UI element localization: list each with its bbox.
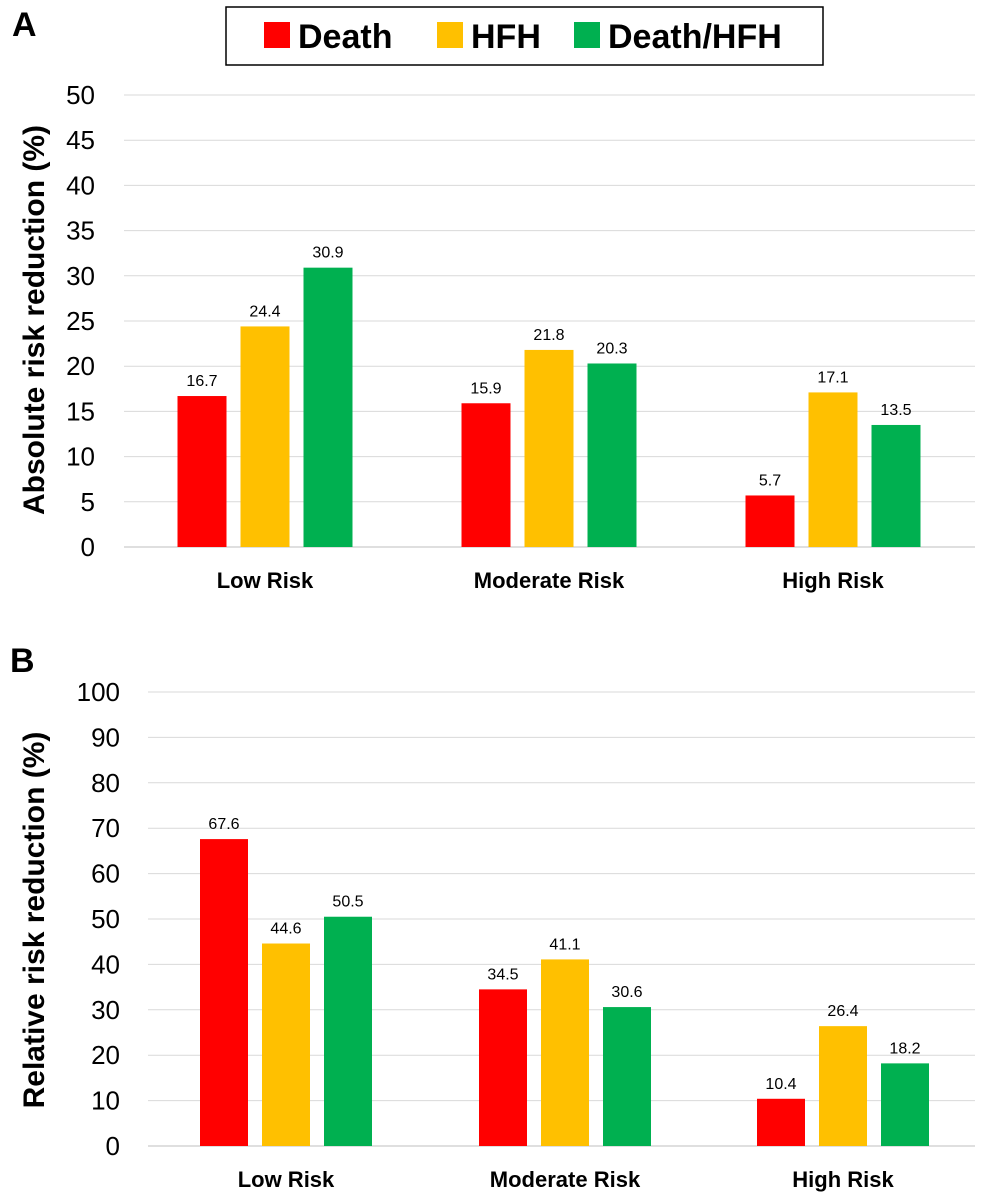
x-tick-label-b-high-risk: High Risk: [792, 1167, 894, 1192]
bar-b-high-risk-death-hfh: [881, 1063, 929, 1146]
y-tick-label-b: 50: [91, 904, 120, 934]
y-tick-label-b: 20: [91, 1040, 120, 1070]
bar-a-low-risk-death-hfh: [303, 267, 353, 547]
data-label-b-moderate-risk-hfh: 41.1: [549, 936, 580, 953]
y-tick-label-a: 0: [81, 532, 95, 562]
y-axis-label-a: Absolute risk reduction (%): [18, 125, 51, 515]
data-label-a-high-risk-death-hfh: 13.5: [880, 402, 911, 419]
y-tick-label-a: 35: [66, 216, 95, 246]
x-tick-label-b-low-risk: Low Risk: [238, 1167, 335, 1192]
bar-a-high-risk-hfh: [808, 392, 858, 547]
data-label-a-moderate-risk-hfh: 21.8: [533, 327, 564, 344]
legend-swatch-death-hfh: [574, 22, 600, 48]
y-tick-label-a: 45: [66, 125, 95, 155]
bar-b-low-risk-death-hfh: [324, 916, 372, 1146]
y-tick-label-a: 5: [81, 487, 95, 517]
legend-label-death: Death: [298, 18, 392, 56]
legend-label-hfh: HFH: [471, 18, 541, 56]
bar-a-high-risk-death: [745, 495, 795, 547]
bar-a-low-risk-hfh: [240, 326, 290, 547]
y-tick-label-a: 15: [66, 396, 95, 426]
y-tick-label-b: 10: [91, 1086, 120, 1116]
y-tick-label-a: 40: [66, 170, 95, 200]
y-tick-label-a: 20: [66, 351, 95, 381]
y-tick-label-b: 70: [91, 813, 120, 843]
data-label-a-low-risk-hfh: 24.4: [249, 303, 280, 320]
bar-b-moderate-risk-death-hfh: [603, 1007, 651, 1146]
data-label-a-low-risk-death-hfh: 30.9: [312, 245, 343, 262]
data-label-b-high-risk-death-hfh: 18.2: [889, 1040, 920, 1057]
bar-b-high-risk-hfh: [819, 1026, 867, 1146]
data-label-b-moderate-risk-death-hfh: 30.6: [611, 984, 642, 1001]
y-tick-label-a: 25: [66, 306, 95, 336]
y-axis-label-b: Relative risk reduction (%): [18, 732, 51, 1109]
y-tick-label-b: 80: [91, 768, 120, 798]
bar-a-moderate-risk-death-hfh: [587, 363, 637, 547]
y-tick-label-a: 10: [66, 442, 95, 472]
legend-swatch-death: [264, 22, 290, 48]
data-label-b-low-risk-hfh: 44.6: [270, 921, 301, 938]
bar-b-moderate-risk-hfh: [541, 959, 589, 1146]
bar-b-low-risk-death: [200, 839, 248, 1146]
panel-letter-a: A: [12, 6, 37, 44]
y-tick-label-b: 40: [91, 949, 120, 979]
data-label-a-moderate-risk-death: 15.9: [470, 380, 501, 397]
data-label-b-high-risk-hfh: 26.4: [827, 1003, 858, 1020]
x-tick-label-a-high-risk: High Risk: [782, 568, 884, 593]
x-tick-label-a-moderate-risk: Moderate Risk: [474, 568, 625, 593]
x-tick-label-b-moderate-risk: Moderate Risk: [490, 1167, 641, 1192]
legend-box: [225, 6, 824, 66]
y-tick-label-b: 90: [91, 722, 120, 752]
legend-swatch-hfh: [437, 22, 463, 48]
bar-a-moderate-risk-death: [461, 403, 511, 547]
bar-a-low-risk-death: [177, 396, 227, 547]
data-label-a-high-risk-hfh: 17.1: [817, 369, 848, 386]
data-label-b-moderate-risk-death: 34.5: [487, 966, 518, 983]
chart-panel-a: 0 5 10 15 20 25 30 35 40 45 50 16.7 24.4 30.9 15.9 21.…: [18, 80, 975, 593]
x-tick-label-a-low-risk: Low Risk: [217, 568, 314, 593]
data-label-b-low-risk-death-hfh: 50.5: [332, 894, 363, 911]
data-label-a-low-risk-death: 16.7: [186, 373, 217, 390]
legend: Death HFH Death/HFH: [225, 6, 824, 66]
data-label-b-low-risk-death: 67.6: [208, 816, 239, 833]
bar-a-moderate-risk-hfh: [524, 349, 574, 547]
panel-letter-b: B: [10, 642, 35, 680]
legend-label-death-hfh: Death/HFH: [608, 18, 782, 56]
y-tick-label-b: 30: [91, 995, 120, 1025]
y-tick-label-a: 30: [66, 261, 95, 291]
bar-b-moderate-risk-death: [479, 989, 527, 1146]
bar-a-high-risk-death-hfh: [871, 424, 921, 547]
bar-b-low-risk-hfh: [262, 943, 310, 1146]
data-label-a-moderate-risk-death-hfh: 20.3: [596, 340, 627, 357]
y-tick-label-b: 60: [91, 859, 120, 889]
chart-panel-b: 0 10 20 30 40 50 60 70 80 90 100 67.6 44.6 50.5 34.5 4…: [18, 677, 975, 1192]
y-tick-label-b: 0: [106, 1131, 120, 1161]
bar-b-high-risk-death: [757, 1098, 805, 1146]
data-label-a-high-risk-death: 5.7: [759, 472, 781, 489]
data-label-b-high-risk-death: 10.4: [765, 1076, 796, 1093]
y-tick-label-b: 100: [77, 677, 120, 707]
y-tick-label-a: 50: [66, 80, 95, 110]
